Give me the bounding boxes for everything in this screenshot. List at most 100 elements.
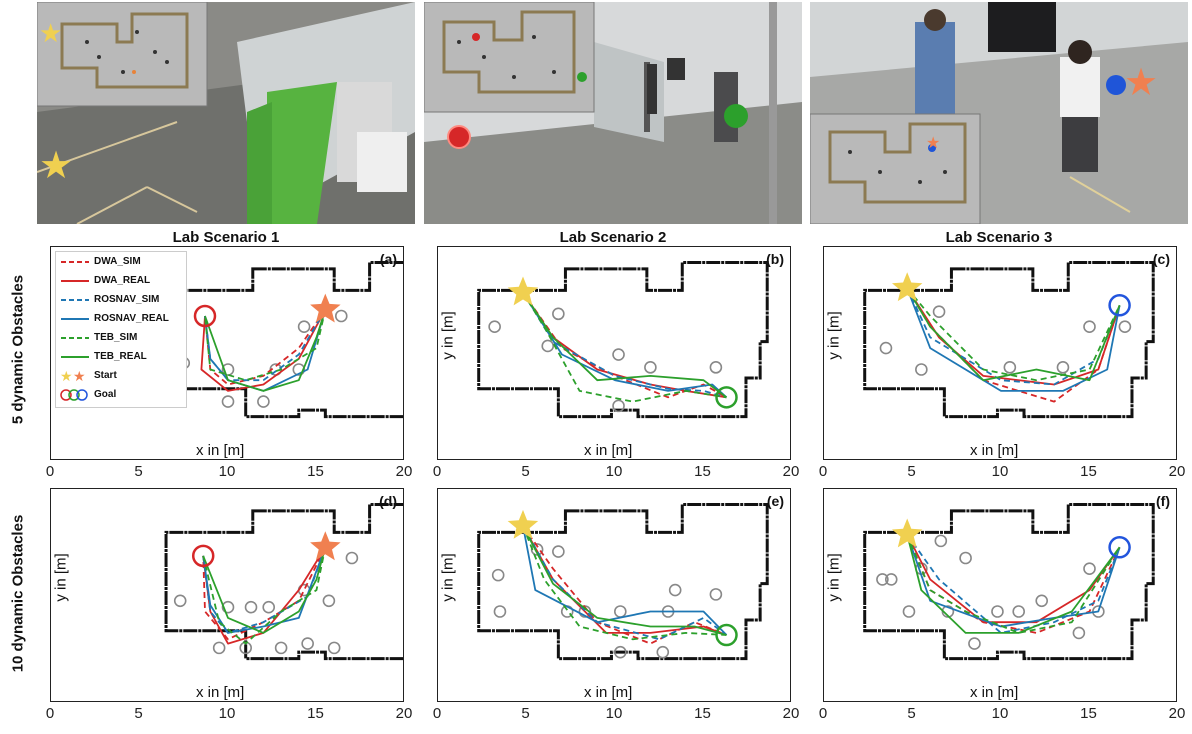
- start-marker-star-icon: ★: [926, 135, 941, 152]
- start-star-icon: [507, 276, 539, 306]
- x-tick-label: 15: [694, 463, 711, 480]
- panel-letter: (f): [1156, 493, 1170, 509]
- obstacle-ring-icon: [221, 395, 235, 408]
- x-tick-label: 5: [521, 463, 530, 480]
- obstacle-ring-icon: [327, 641, 341, 655]
- panel-letter: (a): [379, 251, 397, 267]
- trajectory-plot-b: (b)7520x in [m]y in [m]: [437, 246, 791, 460]
- trajectory-rosnav-sim: [202, 546, 327, 634]
- trajectory-dwa-sim: [906, 287, 1121, 403]
- obstacle-ring-icon: [668, 583, 682, 597]
- x-tick-label: 15: [1080, 463, 1097, 480]
- x-tick-label: 0: [432, 705, 442, 722]
- trajectory-rosnav-sim: [906, 533, 1121, 634]
- obstacle-ring-icon: [552, 545, 565, 558]
- obstacle-ring-icon: [292, 363, 306, 376]
- scenario-photo-2: [424, 2, 802, 224]
- x-axis-label: x in [m]: [584, 442, 633, 459]
- obstacle-ring-icon: [614, 645, 627, 659]
- trajectory-dwa-real: [906, 534, 1121, 624]
- panel-letter: (e): [766, 493, 784, 509]
- map-walls: [477, 261, 769, 419]
- x-tick-label: 0: [45, 463, 55, 480]
- trajectory-rosnav-sim: [204, 309, 327, 382]
- legend-label: TEB_SIM: [94, 332, 138, 343]
- panel-letter: (c): [1152, 251, 1170, 267]
- obstacle-ring-icon: [656, 645, 670, 659]
- legend-entry: ROSNAV_SIM: [56, 290, 186, 309]
- goal-circle-icon: [1108, 536, 1131, 559]
- trajectory-teb-real: [202, 547, 327, 634]
- trajectory-plot-a: (a)7520x in [m]DWA_SIMDWA_REALROSNAV_SIM…: [50, 246, 404, 460]
- obstacle-ring-icon: [968, 637, 981, 650]
- trajectory-dwa-sim: [906, 534, 1121, 634]
- trajectory-teb-sim: [522, 525, 727, 641]
- x-tick-label: 10: [991, 463, 1009, 480]
- scenario-title-3: Lab Scenario 3: [945, 229, 1053, 246]
- obstacle-ring-icon: [493, 605, 507, 618]
- plot-canvas: [164, 261, 403, 419]
- obstacle-ring-icon: [959, 551, 972, 565]
- row-label-10-obstacles: 10 dynamic Obstacles: [9, 514, 27, 673]
- start-star-icon: [507, 509, 539, 539]
- map-walls: [164, 261, 403, 419]
- trajectory-rosnav-real: [522, 525, 728, 636]
- panel-letter: (d): [379, 493, 397, 509]
- obstacle-ring-icon: [934, 534, 948, 548]
- obstacle-ring-icon: [212, 641, 226, 655]
- legend-entry: DWA_SIM: [56, 252, 186, 271]
- x-tick-label: 10: [605, 463, 623, 480]
- scenario-photo-1: ★ ★: [37, 2, 415, 224]
- trajectory-rosnav-real: [522, 292, 728, 398]
- obstacle-ring-icon: [297, 320, 311, 333]
- trajectory-rosnav-real: [906, 287, 1121, 392]
- obstacle-ring-icon: [334, 309, 348, 323]
- x-tick-label: 10: [218, 705, 236, 722]
- trajectory-rosnav-real: [202, 546, 327, 634]
- obstacle-ring-icon: [262, 600, 276, 614]
- x-tick-label: 15: [1080, 705, 1097, 722]
- x-tick-label: 15: [307, 705, 324, 722]
- plot-canvas: [164, 503, 403, 661]
- map-walls: [863, 261, 1155, 419]
- x-tick-label: 5: [134, 705, 143, 722]
- trajectory-plot-f: (f)7520x in [m]y in [m]: [823, 488, 1177, 702]
- x-tick-label: 15: [307, 463, 324, 480]
- x-tick-label: 20: [1168, 705, 1186, 722]
- y-axis-label: y in [m]: [439, 553, 457, 602]
- legend-entry: ★ ★ Start: [56, 366, 186, 385]
- legend-label: DWA_REAL: [94, 275, 151, 286]
- legend-line-icon: [61, 317, 89, 320]
- x-axis-label: x in [m]: [970, 684, 1019, 701]
- trajectory-plot-d: (d)7520x in [m]y in [m]: [50, 488, 404, 702]
- legend-entry: TEB_SIM: [56, 328, 186, 347]
- x-axis-label: x in [m]: [584, 684, 633, 701]
- obstacle-ring-icon: [173, 594, 187, 608]
- x-tick-label: 20: [395, 705, 413, 722]
- start-marker-star-icon: ★: [1124, 62, 1159, 104]
- trajectory-plot-c: (c)7520x in [m]y in [m]: [823, 246, 1177, 460]
- start-star-icon: [310, 531, 341, 561]
- obstacle-ring-icon: [932, 305, 946, 319]
- trajectory-teb-sim: [522, 292, 727, 403]
- x-tick-label: 0: [45, 705, 55, 722]
- x-tick-label: 5: [907, 463, 916, 480]
- start-marker-star-icon: ★: [39, 145, 74, 187]
- obstacle-ring-icon: [879, 341, 893, 355]
- trajectory-teb-sim: [906, 534, 1121, 634]
- svg-text:★: ★: [73, 369, 86, 383]
- x-tick-label: 5: [907, 705, 916, 722]
- x-axis-label: x in [m]: [196, 442, 245, 459]
- x-tick-label: 10: [991, 705, 1009, 722]
- obstacle-ring-icon: [1056, 361, 1070, 374]
- trajectory-teb-sim: [906, 287, 1121, 382]
- y-axis-label: y in [m]: [825, 311, 843, 360]
- obstacle-ring-icon: [884, 573, 898, 586]
- trajectory-teb-real: [204, 309, 327, 392]
- x-axis-label: x in [m]: [970, 442, 1019, 459]
- obstacle-ring-icon: [612, 399, 625, 413]
- legend-label: DWA_SIM: [94, 256, 141, 267]
- start-star-icon: [892, 518, 923, 548]
- plot-canvas: [863, 503, 1155, 661]
- legend-line-icon: [61, 260, 89, 263]
